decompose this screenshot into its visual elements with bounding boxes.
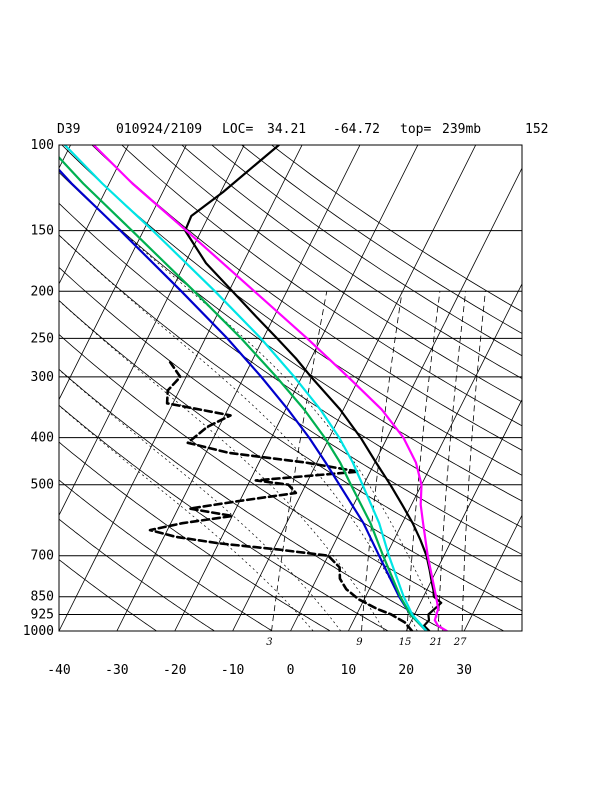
mixing-ratio-label: 9 [356, 637, 363, 648]
moist-adiabat [59, 300, 385, 631]
isotherm-line [521, 630, 522, 631]
header-extra: 152 [525, 122, 548, 137]
dry-adiabat [61, 145, 522, 476]
mixing-ratio-line [361, 291, 403, 631]
temperature-label: -20 [163, 663, 186, 678]
temperature-label: -40 [47, 663, 70, 678]
isotherm-line [290, 167, 522, 631]
temperature-label: 20 [398, 663, 414, 678]
isotherm-line [232, 145, 477, 631]
temperature-label: -10 [221, 663, 244, 678]
dry-adiabat [59, 202, 522, 528]
dry-adiabat [151, 145, 522, 403]
parcel-trace [59, 168, 428, 631]
isotherm-line [348, 282, 522, 631]
moist-adiabat [120, 230, 444, 631]
isotherm-line [405, 398, 522, 631]
pressure-label: 1000 [23, 624, 54, 639]
mixing-ratio-label: 21 [429, 637, 443, 648]
dry-adiabat [59, 518, 215, 631]
isotherm-line [59, 145, 187, 401]
dry-adiabat [271, 145, 522, 313]
dry-adiabat [211, 145, 522, 357]
parcel-trace [92, 145, 448, 631]
dry-adiabat [59, 234, 522, 555]
mixing-ratio-label: 27 [453, 637, 467, 648]
dry-adiabat [59, 266, 522, 583]
chart-header: D39 010924/2109 LOC= 34.21 -64.72 top= 2… [57, 122, 548, 137]
mixing-ratio-line [461, 291, 486, 631]
header-lat: 34.21 [267, 122, 306, 137]
mixing-ratio-label: 15 [399, 637, 412, 648]
dry-adiabat [59, 404, 389, 631]
dry-adiabat [121, 145, 522, 427]
temperature-label: 0 [287, 663, 295, 678]
pressure-label: 100 [31, 138, 54, 153]
parcel-trace [59, 155, 428, 631]
pressure-label: 500 [31, 478, 54, 493]
dry-adiabat [59, 559, 157, 631]
dry-adiabat [59, 441, 331, 631]
isotherm-line [59, 145, 129, 285]
dry-adiabat [91, 145, 522, 451]
dry-adiabat [59, 479, 273, 631]
header-datetime: 010924/2109 [116, 122, 202, 137]
plot-frame [58, 144, 523, 632]
dry-adiabat [59, 368, 447, 631]
sounding-traces [59, 145, 448, 631]
dewpoint-trace [148, 361, 414, 631]
header-loc-label: LOC= [222, 122, 253, 137]
isobars [59, 144, 522, 632]
header-top-label: top= [400, 122, 431, 137]
temperature-label: 10 [341, 663, 357, 678]
isotherm-line [0, 145, 13, 631]
mixing-ratio-line [271, 291, 328, 631]
isotherm-line [116, 145, 361, 631]
pressure-label: 300 [31, 370, 54, 385]
moist-adiabat [59, 234, 418, 631]
pressure-label: 250 [31, 331, 54, 346]
temperature-label: 30 [456, 663, 472, 678]
temperature-trace [184, 145, 443, 631]
moist-adiabat [59, 369, 342, 631]
dry-adiabat [181, 145, 522, 380]
pressure-label: 925 [31, 608, 54, 623]
header-top-value: 239mb [442, 122, 481, 137]
pressure-label: 850 [31, 590, 54, 605]
pressure-label: 150 [31, 224, 54, 239]
mixing-ratio-label: 3 [266, 637, 272, 648]
temperature-label: -30 [105, 663, 128, 678]
parcel-trace [63, 145, 428, 631]
header-station: D39 [57, 122, 80, 137]
isotherm-line [463, 514, 522, 631]
mixing-ratio-line [437, 291, 467, 631]
pressure-label: 200 [31, 284, 54, 299]
dry-adiabat [59, 171, 522, 502]
pressure-label: 700 [31, 549, 54, 564]
pressure-label: 400 [31, 431, 54, 446]
isotherm-line [174, 145, 419, 631]
dry-adiabat [241, 145, 522, 334]
mixing-ratio-line [406, 291, 441, 631]
header-lon: -64.72 [333, 122, 380, 137]
isotherm-line [59, 145, 303, 631]
